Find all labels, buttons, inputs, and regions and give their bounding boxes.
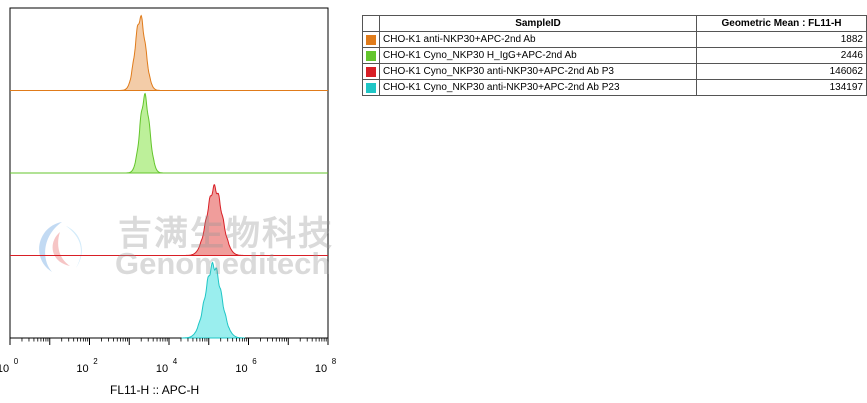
header-sample-id: SampleID [379, 15, 697, 32]
swatch-cell [362, 31, 380, 48]
x-tick-exponent: 2 [93, 357, 98, 366]
x-axis-title: FL11-H :: APC-H [110, 383, 200, 397]
swatch-cell [362, 79, 380, 96]
sample-id-cell: CHO-K1 Cyno_NKP30 anti-NKP30+APC-2nd Ab … [379, 63, 697, 80]
x-tick-label: 10 [315, 363, 327, 375]
color-swatch [366, 66, 376, 77]
x-tick-label: 10 [0, 363, 9, 375]
x-tick-label: 10 [156, 363, 168, 375]
watermark-chinese-text: 吉满生物科技 [118, 214, 334, 254]
x-tick-exponent: 0 [14, 357, 19, 366]
sample-id-cell: CHO-K1 Cyno_NKP30 H_IgG+APC-2nd Ab [379, 47, 697, 64]
x-tick-label: 10 [76, 363, 88, 375]
swatch-cell [362, 47, 380, 64]
geometric-mean-cell: 146062 [696, 63, 867, 80]
x-tick-exponent: 8 [332, 357, 337, 366]
color-swatch [366, 82, 376, 93]
histogram-peak [119, 14, 161, 91]
header-swatch-cell [362, 15, 380, 32]
geometric-mean-cell: 1882 [696, 31, 867, 48]
table-row: CHO-K1 Cyno_NKP30 anti-NKP30+APC-2nd Ab … [362, 79, 867, 96]
sample-id-cell: CHO-K1 anti-NKP30+APC-2nd Ab [379, 31, 697, 48]
sample-id-cell: CHO-K1 Cyno_NKP30 anti-NKP30+APC-2nd Ab … [379, 79, 697, 96]
header-geometric-mean: Geometric Mean : FL11-H [696, 15, 867, 32]
table-row: CHO-K1 Cyno_NKP30 anti-NKP30+APC-2nd Ab … [362, 63, 867, 80]
watermark-logo [39, 222, 82, 272]
swatch-cell [362, 63, 380, 80]
histogram-peak [181, 261, 246, 339]
x-tick-exponent: 4 [173, 357, 178, 366]
statistics-table: SampleID Geometric Mean : FL11-H CHO-K1 … [362, 15, 867, 96]
watermark-english-text: Genomeditech [115, 246, 331, 281]
table-row: CHO-K1 anti-NKP30+APC-2nd Ab 1882 [362, 31, 867, 48]
geometric-mean-cell: 2446 [696, 47, 867, 64]
x-tick-label: 10 [235, 363, 247, 375]
histogram-plot: 10 0 10 2 10 4 10 6 10 8 [0, 7, 337, 375]
histogram-peak [125, 92, 164, 174]
color-swatch [366, 34, 376, 45]
table-header-row: SampleID Geometric Mean : FL11-H [362, 15, 867, 32]
histogram-peak [184, 184, 245, 256]
color-swatch [366, 50, 376, 61]
geometric-mean-cell: 134197 [696, 79, 867, 96]
x-tick-exponent: 6 [252, 357, 257, 366]
table-row: CHO-K1 Cyno_NKP30 H_IgG+APC-2nd Ab 2446 [362, 47, 867, 64]
